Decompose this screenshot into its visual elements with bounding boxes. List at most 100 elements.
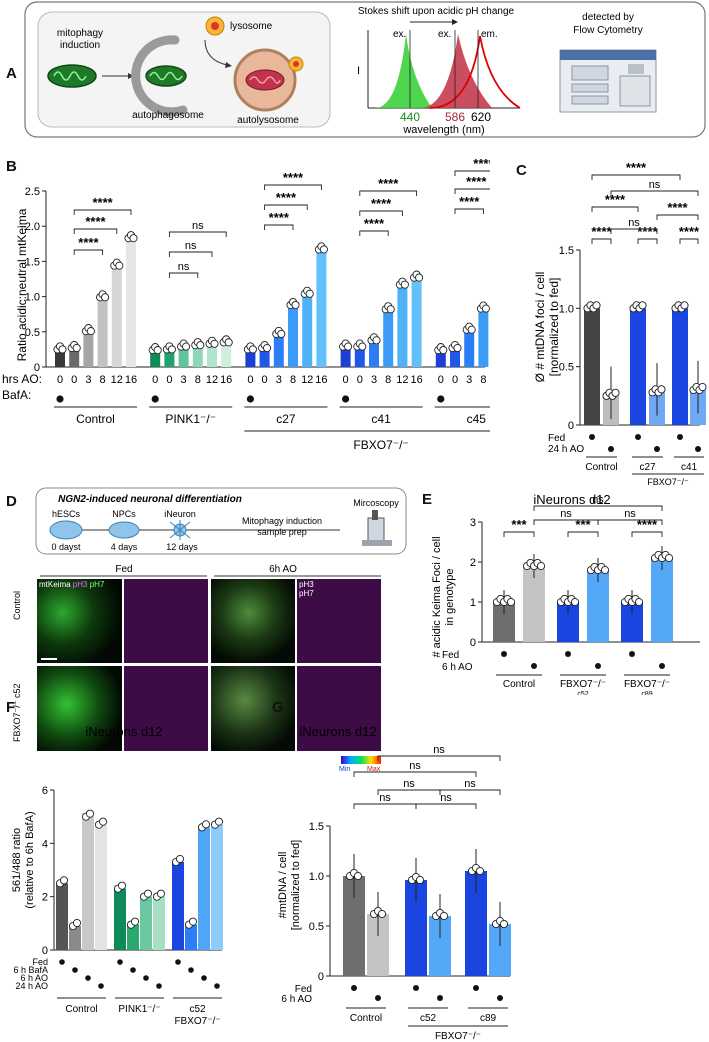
c-condition-dot (608, 446, 614, 452)
b-bar (245, 349, 256, 367)
b-bar (192, 345, 203, 367)
b-point (248, 345, 257, 354)
workflow-title: NGN2-induced neuronal differentiation (58, 494, 242, 505)
f-row-label: 6 h AO (20, 973, 48, 983)
b-x-label: 0 (247, 374, 253, 386)
label-detected-1: detected by (582, 12, 634, 23)
b-x-label: 12 (396, 374, 408, 386)
b-bafa-dot (56, 395, 64, 403)
b-bar (383, 309, 394, 367)
g-bar (343, 876, 365, 976)
f-ytick-label: 4 (42, 838, 48, 850)
g-sig-label: ns (403, 778, 415, 790)
b-bar (354, 346, 365, 367)
mitochondrion-icon (47, 64, 97, 88)
panel-d: D NGN2-induced neuronal differentiation … (6, 487, 407, 577)
g-sig-label: ns (409, 760, 421, 772)
step-ineuron: iNeuron (164, 509, 196, 519)
b-x-label: 16 (315, 374, 327, 386)
panel-g: G iNeurons d12 #mtDNA / cell [normalized… (272, 700, 511, 1042)
b-bar (69, 347, 80, 367)
b-point (153, 346, 162, 355)
f-ytick-label: 0 (42, 945, 48, 957)
g-point (353, 871, 363, 881)
e-ytick-label: 0 (470, 637, 476, 649)
e-bracket (503, 531, 535, 537)
col-ao: 6h AO (269, 564, 297, 575)
b-bracket (264, 204, 308, 210)
g-bracket (415, 803, 477, 809)
b-bracket (264, 184, 322, 190)
b-bar (164, 349, 175, 367)
b-point (86, 327, 95, 336)
b-ytick-label: 2.0 (25, 221, 40, 233)
b-ytick-label: 0.5 (25, 327, 40, 339)
time-4: 4 days (111, 542, 138, 552)
b-point (196, 341, 205, 350)
g-condition-dot (437, 995, 443, 1001)
b-x-label: 3 (85, 374, 91, 386)
b-point (319, 245, 328, 254)
f-bar (153, 896, 165, 950)
f-bar (127, 924, 139, 950)
f-point (130, 917, 140, 926)
b-x-label: 0 (152, 374, 158, 386)
step-microscopy: Mircoscopy (353, 498, 399, 508)
e-bracket (567, 531, 599, 537)
f-condition-dot (143, 975, 149, 981)
b-x-label: 8 (385, 374, 391, 386)
f-group-label: Control (65, 1004, 97, 1015)
b-bracket (168, 231, 227, 237)
b-x-label: 8 (480, 374, 486, 386)
micrograph-grid: mtKeima pH3 pH7 pH3 pH7 (37, 579, 381, 751)
f-point (72, 918, 82, 928)
b-point (453, 343, 462, 353)
time-0: 0 dayst (51, 542, 81, 552)
b-bar (316, 249, 327, 367)
b-bafa-dot (437, 395, 445, 403)
f-point (85, 809, 95, 818)
ylabel-c-2: [normalized to fed] (547, 278, 561, 377)
e-bar (651, 558, 673, 642)
f-row-label: Fed (32, 957, 48, 967)
c-bracket (591, 174, 681, 180)
b-x-label: 8 (195, 374, 201, 386)
b-bar (302, 293, 313, 367)
ylabel-e-1: # acidic Keima Foci / cell (431, 536, 443, 657)
f-condition-dot (156, 983, 162, 989)
b-ytick-label: 1.5 (25, 256, 40, 268)
g-group-label: c52 (420, 1013, 437, 1024)
g-sig-label: ns (433, 744, 445, 756)
b-point (386, 305, 395, 314)
e-point (664, 553, 674, 563)
c-ytick-label: 1.5 (559, 245, 574, 257)
c-condition-dot (654, 446, 660, 452)
b-bar (273, 333, 284, 367)
label-autolysosome: autolysosome (237, 115, 299, 126)
b-x-label: 0 (438, 374, 444, 386)
b-group-label: c45 (467, 412, 487, 426)
legend-mtkeima: mtKeima pH3 pH7 (39, 580, 105, 589)
label-586: 586 (445, 110, 465, 124)
c-bracket (610, 228, 658, 234)
c-ytick-label: 0.5 (559, 362, 574, 374)
c-sig-label: ns (628, 217, 640, 229)
g-bracket (353, 771, 477, 777)
b-sig-label: **** (78, 235, 99, 250)
b-sig-label: ns (185, 240, 197, 252)
b-group-label: c41 (371, 412, 391, 426)
c-bar (672, 308, 688, 425)
c-point (638, 301, 647, 310)
c-condition-dot (589, 434, 595, 440)
b-point (182, 342, 191, 351)
c-row2-label: 24 h AO (548, 444, 584, 455)
e-subgroup-label: c52 (577, 691, 588, 695)
b-x-label: 3 (466, 374, 472, 386)
c-bracket (610, 190, 699, 196)
e-bar (621, 602, 643, 642)
b-bar (207, 343, 217, 367)
b-bar (178, 346, 189, 367)
g-bar (367, 914, 389, 976)
g-condition-dot (497, 995, 503, 1001)
